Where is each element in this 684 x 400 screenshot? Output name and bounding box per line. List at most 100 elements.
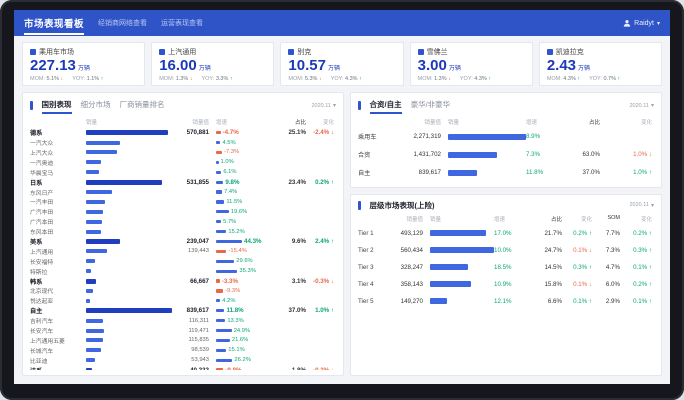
sales-bar bbox=[86, 308, 172, 314]
kpi-yoy: YOY: 3.3% ↑ bbox=[201, 76, 232, 82]
table-row[interactable]: 韩系 66,667 -3.3% 3.1% -0.3% ↓ bbox=[30, 276, 336, 286]
table-row[interactable]: 自主 839,617 11.8% 37.0% 1.0% ↑ bbox=[30, 306, 336, 316]
left-tab-1[interactable]: 细分市场 bbox=[80, 99, 111, 109]
table-row[interactable]: 长安汽车 119,471 24.9% bbox=[30, 326, 336, 336]
growth-cell: 24.9% bbox=[216, 328, 278, 334]
mom-value: 5.3% bbox=[304, 75, 318, 82]
sales-value: 119,471 bbox=[188, 327, 209, 334]
row-name: 广汽本田 bbox=[30, 220, 54, 227]
row-name: 日系 bbox=[30, 179, 43, 187]
growth-value: 15.2% bbox=[228, 228, 245, 235]
kpi-card[interactable]: 上汽通用 16.00 万辆 MOM: 1.3% ↓ YOY: 3.3% ↑ bbox=[151, 42, 275, 86]
kpi-yoy: YOY: 1.1% ↑ bbox=[72, 76, 103, 82]
kpi-label: 别克 bbox=[297, 49, 312, 56]
right-bottom-period-selector[interactable]: 2020.11 ▾ bbox=[630, 202, 655, 209]
growth-bar bbox=[216, 150, 222, 155]
table-row[interactable]: Tier 5 149,270 12.1% 6.6% 0.1% ↑ 2.9% 0.1% ↑ bbox=[358, 293, 654, 310]
growth-value: 10.0% bbox=[494, 246, 512, 254]
table-row[interactable]: 一汽丰田 11.5% bbox=[30, 197, 336, 207]
sales-bar-cell bbox=[430, 298, 494, 305]
sales-bar-cell bbox=[86, 358, 172, 363]
change-value: 0.2% ↑ bbox=[573, 229, 592, 237]
left-tab-2[interactable]: 厂商销量排名 bbox=[119, 99, 165, 109]
sales-bar-cell bbox=[86, 150, 172, 155]
growth-bar bbox=[216, 210, 229, 214]
table-row[interactable]: 长安福特 29.6% bbox=[30, 256, 336, 266]
left-period-selector[interactable]: 2020.11 ▾ bbox=[312, 102, 337, 110]
arrow-up-icon: ↑ bbox=[577, 75, 581, 82]
growth-cell: 29.6% bbox=[216, 258, 278, 264]
table-row[interactable]: 美系 239,047 44.3% 9.6% 2.4% ↑ bbox=[30, 237, 336, 247]
sales-bar bbox=[86, 288, 93, 293]
kpi-card[interactable]: 乘用车市场 227.13 万辆 MOM: 5.1% ↓ YOY: 1.1% ↑ bbox=[22, 42, 146, 86]
kpi-icon bbox=[30, 49, 36, 55]
right-top-tab-0[interactable]: 合资/自主 bbox=[369, 98, 402, 114]
right-top-period-selector[interactable]: 2020.11 ▾ bbox=[630, 102, 655, 110]
table-row[interactable]: 广汽丰田 19.6% bbox=[30, 207, 336, 217]
arrow-down-icon: ↓ bbox=[189, 75, 193, 82]
right-bottom-period-value: 2020.11 bbox=[629, 202, 649, 209]
table-row[interactable]: 华晨宝马 6.1% bbox=[30, 167, 336, 177]
yoy-value: 4.3% bbox=[345, 75, 358, 82]
yoy-value: 4.3% bbox=[474, 75, 487, 82]
table-row[interactable]: Tier 4 358,143 10.9% 15.8% 0.1% ↓ 6.0% 0.2% ↑ bbox=[358, 276, 654, 293]
country-performance-panel: 国别表现 细分市场 厂商销量排名 2020.11 ▾ 销量 销量值 增速 占比 变化 德系 5… bbox=[22, 91, 344, 376]
change-value: 2.4% ↑ bbox=[315, 237, 334, 245]
sales-bar-cell bbox=[86, 259, 172, 264]
right-bottom-header: 层级市场表现(上险) 2020.11 ▾ bbox=[358, 200, 654, 211]
table-row[interactable]: Tier 2 560,434 10.0% 24.7% 0.1% ↓ 7.3% 0.3% ↑ bbox=[358, 242, 654, 259]
table-row[interactable]: 长城汽车 98,539 15.1% bbox=[30, 345, 336, 355]
table-row[interactable]: 合资 1,431,702 7.3% 63.0% 1.0% ↓ bbox=[358, 146, 654, 164]
sales-bar bbox=[86, 160, 101, 165]
kpi-card[interactable]: 别克 10.57 万辆 MOM: 5.3% ↓ YOY: 4.3% ↑ bbox=[280, 42, 404, 86]
mom-value: 1.3% bbox=[434, 75, 447, 82]
sales-bar bbox=[86, 170, 99, 175]
growth-value: 10.9% bbox=[494, 280, 512, 288]
table-row[interactable]: 广汽本田 5.7% bbox=[30, 217, 336, 227]
left-tab-0[interactable]: 国别表现 bbox=[41, 98, 72, 114]
yoy-label: YOY: bbox=[589, 75, 602, 82]
kpi-card[interactable]: 雪佛兰 3.00 万辆 MOM: 1.3% ↓ YOY: 4.3% ↑ bbox=[409, 42, 533, 86]
right-top-tab-1[interactable]: 豪华/非豪华 bbox=[410, 99, 451, 109]
table-row[interactable]: Tier 3 328,247 18.5% 14.5% 0.3% ↑ 4.7% 0.1% ↑ bbox=[358, 259, 654, 276]
table-row[interactable]: 东风本田 15.2% bbox=[30, 227, 336, 237]
app-title: 市场表现看板 bbox=[24, 12, 85, 35]
yoy-value: 0.7% bbox=[603, 75, 616, 82]
sales-bar-cell bbox=[86, 318, 172, 323]
growth-bar bbox=[216, 309, 225, 313]
kpi-value-row: 16.00 万辆 bbox=[159, 58, 266, 74]
growth-cell: 11.8% bbox=[216, 307, 278, 314]
table-row[interactable]: 悦达起亚 4.2% bbox=[30, 296, 336, 306]
kpi-card[interactable]: 凯迪拉克 2.43 万辆 MOM: 4.3% ↑ YOY: 0.7% ↑ bbox=[538, 42, 663, 86]
growth-cell: 6.1% bbox=[216, 169, 278, 175]
table-row[interactable]: 吉利汽车 116,311 13.3% bbox=[30, 316, 336, 326]
right-top-tabs: 合资/自主 豪华/非豪华 bbox=[369, 98, 451, 114]
table-row[interactable]: 上汽通用五菱 115,835 21.6% bbox=[30, 335, 336, 345]
right-top-header: 合资/自主 豪华/非豪华 2020.11 ▾ bbox=[358, 98, 654, 114]
sales-value: 116,311 bbox=[188, 317, 209, 324]
table-row[interactable]: 日系 531,855 9.8% 23.4% 0.2% ↑ bbox=[30, 177, 336, 187]
table-row[interactable]: 法系 40,232 -9.8% 1.8%-0.3% ↓ bbox=[30, 365, 336, 370]
nav-tab-operations[interactable]: 运营表现查看 bbox=[161, 20, 204, 27]
table-row[interactable]: 德系 570,881 -4.7% 25.1% -2.4% ↓ bbox=[30, 128, 336, 138]
sales-value: 239,047 bbox=[186, 237, 209, 245]
table-row[interactable]: 北京现代 -9.3% bbox=[30, 286, 336, 296]
column-header: 变化 bbox=[640, 216, 652, 223]
table-row[interactable]: 东风日产 7.4% bbox=[30, 187, 336, 197]
table-row[interactable]: Tier 1 493,129 17.0% 21.7% 0.2% ↑ 7.7% 0.2% ↑ bbox=[358, 225, 654, 242]
nav-tab-dealer-network[interactable]: 经销商网络查看 bbox=[98, 20, 148, 27]
table-row[interactable]: 自主 839,617 11.8% 37.0% 1.0% ↑ bbox=[358, 164, 654, 182]
table-row[interactable]: 比亚迪 53,943 26.2% bbox=[30, 355, 336, 365]
growth-value: 1.0% bbox=[220, 159, 234, 166]
sales-bar bbox=[86, 179, 162, 185]
kpi-icon bbox=[159, 49, 166, 55]
growth-cell: 15.1% bbox=[216, 347, 278, 353]
table-row[interactable]: 上汽通用 139,443 -15.4% bbox=[30, 246, 336, 256]
user-menu[interactable]: Raidyt ▾ bbox=[623, 19, 660, 27]
table-row[interactable]: 特斯拉 35.3% bbox=[30, 266, 336, 276]
table-row[interactable]: 乘用车 2,271,319 8.9% bbox=[358, 128, 654, 146]
sales-bar-cell bbox=[86, 209, 172, 214]
table-row[interactable]: 一汽奥迪 1.0% bbox=[30, 157, 336, 167]
table-row[interactable]: 一汽大众 4.5% bbox=[30, 138, 336, 148]
table-row[interactable]: 上汽大众 -7.3% bbox=[30, 148, 336, 158]
